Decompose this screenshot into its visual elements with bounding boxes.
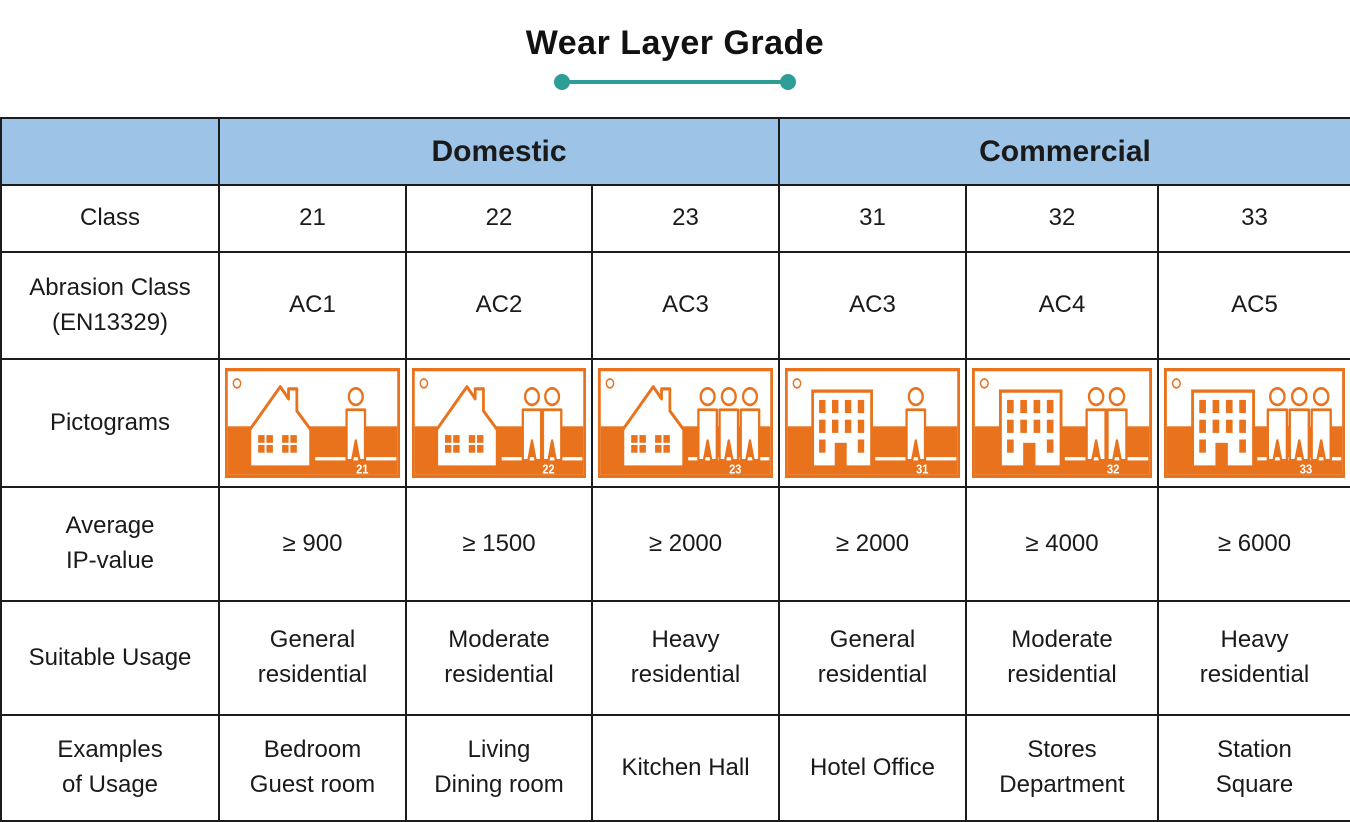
divider-line — [562, 80, 788, 84]
table-row-pictograms: Pictograms 21 22 23 31 32 33 — [0, 358, 1350, 488]
table-cell: Kitchen Hall — [591, 714, 780, 822]
table-cell: 22 — [405, 358, 593, 488]
table-row-suitable-usage: Suitable Usage General residential Moder… — [0, 600, 1350, 716]
table-row-average-ip: Average IP-value ≥ 900 ≥ 1500 ≥ 2000 ≥ 2… — [0, 486, 1350, 602]
corner-cell — [0, 117, 220, 186]
pictogram-class-31: 31 — [785, 368, 960, 478]
pictogram-class-23: 23 — [598, 368, 773, 478]
divider-dot-left — [554, 74, 570, 90]
table-cell: 21 — [218, 184, 407, 253]
svg-text:32: 32 — [1107, 462, 1120, 477]
svg-text:22: 22 — [542, 462, 554, 477]
title-block: Wear Layer Grade — [0, 0, 1350, 91]
table-cell: 23 — [591, 358, 780, 488]
table-cell: ≥ 4000 — [965, 486, 1159, 602]
table-cell: 32 — [965, 184, 1159, 253]
pictogram-class-22: 22 — [412, 368, 586, 478]
table-cell: ≥ 2000 — [591, 486, 780, 602]
table-cell: Stores Department — [965, 714, 1159, 822]
table-cell: General residential — [778, 600, 967, 716]
row-label: Abrasion Class (EN13329) — [0, 251, 220, 360]
wear-layer-grade-table: Domestic Commercial Class 21 22 23 31 32… — [0, 117, 1350, 822]
svg-text:33: 33 — [1300, 462, 1313, 477]
table-cell: 22 — [405, 184, 593, 253]
table-cell: AC3 — [778, 251, 967, 360]
table-cell: General residential — [218, 600, 407, 716]
table-cell: AC3 — [591, 251, 780, 360]
table-cell: 32 — [965, 358, 1159, 488]
table-cell: Heavy residential — [591, 600, 780, 716]
table-cell: ≥ 6000 — [1157, 486, 1350, 602]
table-cell: 23 — [591, 184, 780, 253]
group-header-row: Domestic Commercial — [0, 117, 1350, 186]
table-cell: AC4 — [965, 251, 1159, 360]
title-divider — [554, 73, 796, 91]
row-label: Examples of Usage — [0, 714, 220, 822]
row-label: Average IP-value — [0, 486, 220, 602]
table-cell: AC2 — [405, 251, 593, 360]
svg-text:23: 23 — [729, 462, 741, 477]
row-label: Pictograms — [0, 358, 220, 488]
divider-dot-right — [780, 74, 796, 90]
pictogram-class-21: 21 — [225, 368, 400, 478]
table-cell: Heavy residential — [1157, 600, 1350, 716]
table-cell: AC5 — [1157, 251, 1350, 360]
svg-text:31: 31 — [916, 462, 928, 477]
group-header-domestic: Domestic — [218, 117, 780, 186]
table-cell: 31 — [778, 184, 967, 253]
table-cell: 31 — [778, 358, 967, 488]
pictogram-class-33: 33 — [1164, 368, 1345, 478]
group-header-commercial: Commercial — [778, 117, 1350, 186]
svg-text:21: 21 — [356, 462, 368, 477]
table-cell: ≥ 900 — [218, 486, 407, 602]
table-cell: Station Square — [1157, 714, 1350, 822]
table-cell: ≥ 1500 — [405, 486, 593, 602]
table-cell: 33 — [1157, 184, 1350, 253]
row-label: Class — [0, 184, 220, 253]
page-title: Wear Layer Grade — [525, 24, 825, 62]
table-cell: Bedroom Guest room — [218, 714, 407, 822]
table-cell: Hotel Office — [778, 714, 967, 822]
table-row-examples-of-usage: Examples of Usage Bedroom Guest room Liv… — [0, 714, 1350, 822]
table-cell: Living Dining room — [405, 714, 593, 822]
table-cell: 21 — [218, 358, 407, 488]
row-label: Suitable Usage — [0, 600, 220, 716]
table-cell: Moderate residential — [405, 600, 593, 716]
pictogram-class-32: 32 — [972, 368, 1152, 478]
table-cell: Moderate residential — [965, 600, 1159, 716]
table-row-class: Class 21 22 23 31 32 33 — [0, 184, 1350, 253]
table-cell: AC1 — [218, 251, 407, 360]
table-cell: 33 — [1157, 358, 1350, 488]
table-row-abrasion-class: Abrasion Class (EN13329) AC1 AC2 AC3 AC3… — [0, 251, 1350, 360]
table-cell: ≥ 2000 — [778, 486, 967, 602]
